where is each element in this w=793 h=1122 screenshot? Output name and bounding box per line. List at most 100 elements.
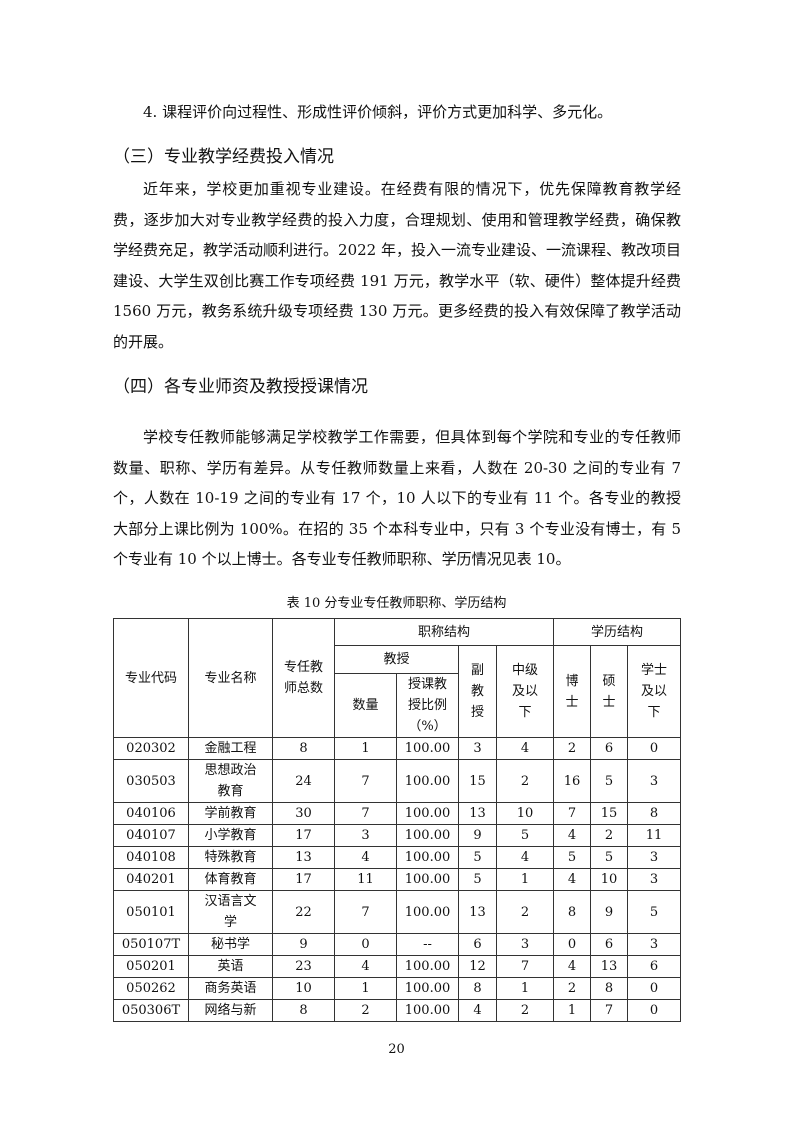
table-cell: 15: [590, 802, 629, 825]
table-cell: 2: [553, 737, 592, 760]
table-cell: 3: [627, 846, 682, 869]
table-cell: 1: [495, 868, 555, 891]
paragraph: 近年来，学校更加重视专业建设。在经费有限的情况下，优先保障教育教学经费，逐步加大…: [113, 180, 681, 351]
table-cell: 100.00: [396, 999, 459, 1022]
faculty-table: 专业代码 专业名称 专任教师总数 职称结构 学历结构 教授 副教授 中级及以下 …: [113, 618, 682, 1022]
table-cell: 11: [627, 824, 682, 847]
table-cell: 小学教育: [188, 824, 273, 847]
table-cell: 0: [627, 977, 682, 1000]
table-cell: 6: [458, 933, 497, 956]
table-caption: 表 10 分专业专任教师职称、学历结构: [286, 596, 507, 611]
table-cell: 0: [553, 933, 592, 956]
table-cell: 7: [334, 759, 397, 803]
table-row: 040107 小学教育 17 3 100.00 9 5 4 2 11: [113, 824, 682, 847]
table-cell: 6: [590, 933, 629, 956]
table-cell: 040201: [113, 868, 189, 891]
table-cell: 3: [495, 933, 555, 956]
table-row: 050306T 网络与新 8 2 100.00 4 2 1 7 0: [113, 999, 682, 1022]
table-cell: 金融工程: [188, 737, 273, 760]
table-cell: 3: [627, 759, 682, 803]
table-cell: 020302: [113, 737, 189, 760]
table-cell: 100.00: [396, 868, 459, 891]
table-row: 050201 英语 23 4 100.00 12 7 4 13 6: [113, 955, 682, 978]
table-cell: 1: [334, 737, 397, 760]
table-cell: 13: [590, 955, 629, 978]
table-cell: --: [396, 933, 459, 956]
table-cell: 10: [272, 977, 335, 1000]
table-cell: 秘书学: [188, 933, 273, 956]
table-cell: 8: [272, 737, 335, 760]
table-cell: 1: [553, 999, 592, 1022]
header-assoc: 副教授: [458, 645, 497, 738]
table-row: 040108 特殊教育 13 4 100.00 5 4 5 5 3: [113, 846, 682, 869]
header-prof-ratio: 授课教授比例（%）: [396, 673, 459, 738]
table-cell: 040107: [113, 824, 189, 847]
header-title-struct: 职称结构: [333, 618, 555, 646]
table-cell: 100.00: [396, 759, 459, 803]
paragraph: 4. 课程评价向过程性、形成性评价倾斜，评价方式更加科学、多元化。: [143, 103, 613, 121]
table-cell: 汉语言文学: [188, 890, 273, 934]
table-row: 040106 学前教育 30 7 100.00 13 10 7 15 8: [113, 802, 682, 825]
table-cell: 23: [272, 955, 335, 978]
header-mid: 中级及以下: [495, 645, 555, 738]
header-prof: 教授: [334, 645, 459, 674]
header-prof-count: 数量: [334, 673, 397, 738]
table-cell: 8: [627, 802, 682, 825]
table-cell: 100.00: [396, 824, 459, 847]
header-code: 专业代码: [113, 618, 189, 738]
table-cell: 1: [334, 977, 397, 1000]
table-cell: 10: [495, 802, 555, 825]
table-row: 050101 汉语言文学 22 7 100.00 13 2 8 9 5: [113, 890, 682, 934]
table-cell: 2: [553, 977, 592, 1000]
header-name: 专业名称: [188, 618, 273, 738]
table-cell: 12: [458, 955, 497, 978]
table-cell: 体育教育: [188, 868, 273, 891]
table-cell: 4: [553, 824, 592, 847]
header-edu-struct: 学历结构: [553, 618, 682, 646]
section-heading: （四）各专业师资及教授授课情况: [113, 377, 368, 397]
table-cell: 4: [553, 955, 592, 978]
section-heading: （三）专业教学经费投入情况: [113, 147, 334, 167]
table-cell: 5: [590, 846, 629, 869]
table-cell: 7: [495, 955, 555, 978]
table-cell: 100.00: [396, 955, 459, 978]
table-cell: 0: [334, 933, 397, 956]
table-cell: 050201: [113, 955, 189, 978]
table-cell: 3: [627, 933, 682, 956]
table-cell: 3: [627, 868, 682, 891]
table-cell: 4: [553, 868, 592, 891]
table-cell: 英语: [188, 955, 273, 978]
table-cell: 4: [495, 846, 555, 869]
table-cell: 050262: [113, 977, 189, 1000]
header-phd: 博士: [553, 645, 592, 738]
table-cell: 7: [553, 802, 592, 825]
table-cell: 2: [495, 999, 555, 1022]
table-cell: 4: [334, 846, 397, 869]
table-cell: 30: [272, 802, 335, 825]
table-cell: 10: [590, 868, 629, 891]
table-cell: 5: [458, 846, 497, 869]
header-master: 硕士: [590, 645, 629, 738]
table-row: 030503 思想政治教育 24 7 100.00 15 2 16 5 3: [113, 759, 682, 803]
table-row: 050107T 秘书学 9 0 -- 6 3 0 6 3: [113, 933, 682, 956]
table-cell: 6: [627, 955, 682, 978]
table-cell: 2: [495, 890, 555, 934]
table-cell: 2: [495, 759, 555, 803]
header-bachelor: 学士及以下: [627, 645, 682, 738]
table-cell: 8: [272, 999, 335, 1022]
table-cell: 17: [272, 868, 335, 891]
table-cell: 4: [495, 737, 555, 760]
table-cell: 030503: [113, 759, 189, 803]
table-row: 050262 商务英语 10 1 100.00 8 1 2 8 0: [113, 977, 682, 1000]
table-cell: 5: [458, 868, 497, 891]
table-cell: 040108: [113, 846, 189, 869]
table-cell: 5: [495, 824, 555, 847]
table-cell: 3: [334, 824, 397, 847]
table-cell: 5: [553, 846, 592, 869]
table-cell: 特殊教育: [188, 846, 273, 869]
table-cell: 100.00: [396, 977, 459, 1000]
table-cell: 商务英语: [188, 977, 273, 1000]
table-cell: 050107T: [113, 933, 189, 956]
table-cell: 9: [458, 824, 497, 847]
